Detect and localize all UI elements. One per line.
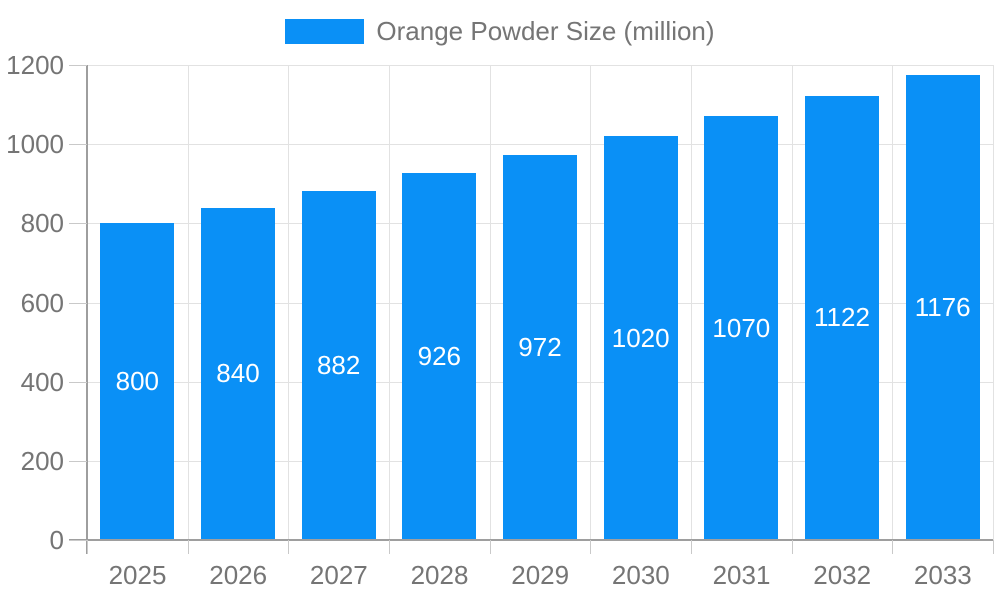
x-grid-line (691, 65, 692, 540)
x-tick-label: 2025 (108, 560, 167, 590)
y-tick-label: 400 (20, 366, 64, 397)
x-tick-mark (489, 540, 491, 554)
bar: 1176 (905, 74, 980, 540)
y-tick-label: 200 (20, 445, 64, 476)
y-tick-label: 0 (49, 525, 64, 555)
y-tick-mark (69, 144, 87, 146)
y-tick-mark (69, 381, 87, 383)
legend-swatch (285, 19, 365, 44)
x-grid-line (389, 65, 390, 540)
y-grid-line (87, 144, 993, 146)
y-tick-label: 1000 (6, 129, 64, 160)
x-grid-line (791, 65, 793, 540)
y-grid-line (87, 65, 993, 66)
x-tick-label: 2029 (511, 560, 570, 590)
bar: 1020 (603, 136, 678, 540)
y-tick-mark (69, 540, 87, 541)
bar-value-label: 1020 (611, 322, 670, 353)
x-tick-label: 2032 (813, 560, 872, 590)
x-grid-line (993, 65, 994, 540)
bar-value-label: 800 (115, 366, 160, 397)
y-tick-mark (69, 65, 87, 66)
x-tick-label: 2027 (309, 560, 368, 590)
x-grid-line (489, 65, 491, 540)
bar: 1122 (805, 95, 879, 540)
bar: 800 (100, 223, 175, 540)
x-tick-mark (791, 540, 793, 554)
x-tick-mark (389, 540, 390, 554)
x-grid-line (892, 65, 894, 540)
y-tick-mark (69, 302, 87, 304)
x-tick-label: 2026 (209, 560, 268, 590)
plot-area: 800 840 882 926 972 1020 1070 1122 1176 (87, 65, 994, 540)
x-grid-line (590, 65, 592, 540)
x-tick-mark (892, 540, 894, 554)
y-tick-label: 1200 (6, 50, 64, 80)
bar-value-label: 926 (417, 341, 462, 372)
y-tick-label: 600 (20, 287, 64, 318)
bar: 840 (201, 207, 275, 540)
bar-value-label: 1122 (814, 302, 870, 333)
x-tick-mark (187, 540, 189, 554)
x-tick-mark (590, 540, 592, 554)
x-tick-mark (993, 540, 994, 554)
bar-value-label: 840 (216, 358, 260, 389)
bar: 926 (402, 173, 477, 540)
bar-value-label: 972 (518, 332, 562, 363)
bar: 972 (503, 155, 577, 540)
bar-value-label: 882 (316, 349, 361, 380)
x-tick-label: 2031 (712, 560, 771, 590)
legend: Orange Powder Size (million) (0, 16, 1000, 47)
bar: 1070 (704, 116, 779, 540)
x-tick-label: 2030 (611, 560, 670, 590)
x-grid-line (288, 65, 290, 540)
y-tick-label: 800 (20, 208, 64, 239)
y-axis-line (86, 65, 88, 554)
y-tick-mark (69, 223, 87, 225)
x-tick-label: 2033 (913, 560, 972, 590)
legend-label: Orange Powder Size (million) (376, 16, 715, 46)
x-grid-line (187, 65, 189, 540)
x-tick-mark (288, 540, 290, 554)
x-axis-line (69, 539, 993, 541)
bar-value-label: 1176 (914, 291, 971, 322)
y-tick-mark (69, 460, 87, 462)
bar: 882 (301, 190, 376, 540)
x-tick-mark (87, 540, 88, 554)
bar-value-label: 1070 (712, 312, 771, 343)
x-tick-label: 2028 (410, 560, 469, 590)
x-tick-mark (691, 540, 692, 554)
